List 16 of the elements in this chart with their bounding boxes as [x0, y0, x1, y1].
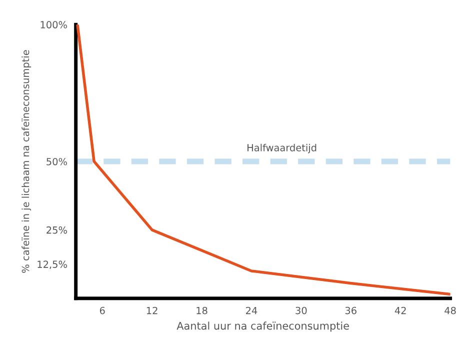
y-tick-label: 50% — [46, 158, 67, 166]
y-tick-label: 12,5% — [38, 260, 67, 269]
x-tick-label: 12 — [146, 306, 158, 314]
y-tick-label: 100% — [40, 21, 67, 28]
x-tick-label: 18 — [196, 306, 208, 314]
x-tick-label: 42 — [394, 306, 406, 314]
x-tick-label: 30 — [296, 306, 307, 314]
y-axis-title: % cafeïne in je lichaam na cafeïneconsumptie — [22, 50, 32, 273]
line-series — [76, 24, 450, 296]
x-axis-title: Aantal uur na cafeïneconsumptie — [176, 322, 349, 332]
x-tick-label: 48 — [444, 306, 456, 314]
y-tick-label: 25% — [46, 226, 67, 234]
x-tick-label: 24 — [246, 306, 258, 314]
ref-line-label: Halfwaardetijd — [248, 144, 316, 154]
x-tick-label: 6 — [100, 306, 105, 314]
x-tick-label: 36 — [345, 306, 356, 314]
